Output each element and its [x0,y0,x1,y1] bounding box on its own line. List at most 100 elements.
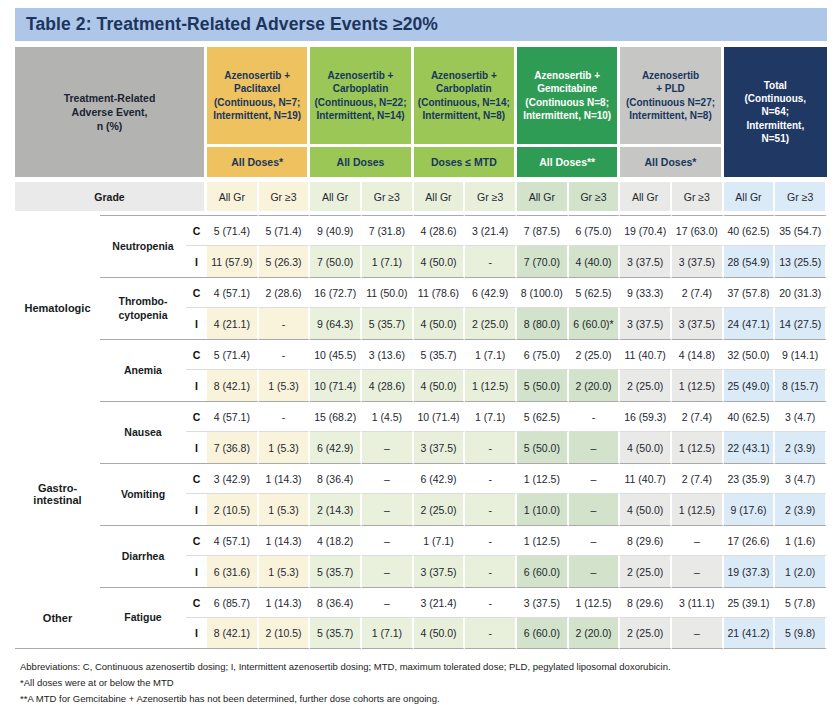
data-cell: 8 (36.4) [310,587,362,618]
data-cell: 6 (60.0) [517,618,569,649]
event-label: Fatigue [100,587,186,649]
event-label: Vomiting [100,463,186,525]
dosing-row-label-I: I [186,370,207,401]
data-cell: 2 (3.9) [775,494,827,525]
data-cell: 2 (25.0) [620,370,672,401]
data-cell: 15 (68.2) [310,401,362,432]
grade-col-header-gemcitabine-allgr: All Gr [517,182,567,211]
data-cell: 4 (28.6) [362,370,414,401]
data-cell: 8 (29.6) [620,587,672,618]
data-cell: 7 (36.8) [207,432,259,463]
dosing-row-label-I: I [186,432,207,463]
data-cell: - [465,246,517,277]
data-cell: 5 (62.5) [517,401,569,432]
footnote-double-asterisk: **A MTD for Gemcitabine + Azenosertib ha… [20,691,827,707]
data-cell: 37 (57.8) [724,277,776,308]
data-cell: 3 (37.5) [620,308,672,339]
dosing-row-label-C: C [186,215,207,246]
data-cell: 1 (12.5) [672,370,724,401]
data-cell: 1 (7.1) [465,339,517,370]
column-group-header-pld: Azenosertib + PLD (Continuous N=27; Inte… [620,47,720,144]
column-group-subheader-paclitaxel: All Doses* [207,147,307,177]
data-cell: 3 (4.7) [775,401,827,432]
data-cell: – [569,463,621,494]
grade-col-header-gemcitabine-gr3: Gr ≥3 [569,182,619,211]
data-cell: 2 (7.4) [672,463,724,494]
grade-col-header-total-gr3: Gr ≥3 [775,182,825,211]
column-group-header-gemcitabine: Azenosertib + Gemcitabine (Continuous N=… [517,47,617,144]
data-cell: 5 (26.3) [259,246,311,277]
dosing-row-label-I: I [186,618,207,649]
data-cell: - [465,618,517,649]
data-cell: - [259,339,311,370]
data-cell: 3 (37.5) [672,308,724,339]
data-cell: 4 (50.0) [414,246,466,277]
data-cell: – [362,494,414,525]
event-label: Diarrhea [100,525,186,587]
grade-col-header-total-allgr: All Gr [724,182,774,211]
data-cell: 3 (21.4) [465,215,517,246]
data-cell: 7 (31.8) [362,215,414,246]
data-cell: 8 (42.1) [207,618,259,649]
data-cell: 9 (17.6) [724,494,776,525]
data-cell: 1 (12.5) [672,432,724,463]
data-cell: 5 (7.8) [775,587,827,618]
data-cell: 2 (25.0) [569,339,621,370]
data-cell: 1 (5.3) [259,556,311,587]
page: Table 2: Treatment-Related Adverse Event… [0,0,840,726]
data-cell: 5 (35.7) [362,308,414,339]
grade-col-header-paclitaxel-allgr: All Gr [207,182,257,211]
column-group-header-carboplatin-all: Azenosertib + Carboplatin (Continuous, N… [310,47,410,144]
column-group-subheader-pld: All Doses* [620,147,720,177]
data-cell: 19 (70.4) [620,215,672,246]
category-label: Gastro- intestinal [15,401,100,587]
dosing-row-label-C: C [186,463,207,494]
data-cell: 3 (37.5) [517,587,569,618]
data-cell: 2 (14.3) [310,494,362,525]
data-cell: 3 (21.4) [414,587,466,618]
data-cell: 6 (60.0)* [569,308,621,339]
data-cell: - [465,587,517,618]
data-cell: 3 (4.7) [775,463,827,494]
data-cell: 2 (25.0) [620,556,672,587]
dosing-row-label-I: I [186,246,207,277]
data-cell: 1 (5.3) [259,494,311,525]
data-cell: – [569,525,621,556]
dosing-row-label-I: I [186,556,207,587]
table-title: Table 2: Treatment-Related Adverse Event… [26,14,438,35]
data-cell: 1 (14.3) [259,587,311,618]
data-cell: 16 (72.7) [310,277,362,308]
data-cell: 40 (62.5) [724,401,776,432]
data-cell: 1 (7.1) [414,525,466,556]
data-cell: 6 (60.0) [517,556,569,587]
grade-col-header-carboplatin-all-allgr: All Gr [310,182,360,211]
data-cell: 11 (78.6) [414,277,466,308]
data-cell: 40 (62.5) [724,215,776,246]
column-group-subheader-gemcitabine: All Doses** [517,147,617,177]
data-cell: 7 (87.5) [517,215,569,246]
data-cell: 24 (47.1) [724,308,776,339]
data-cell: – [362,525,414,556]
data-cell: 21 (41.2) [724,618,776,649]
data-cell: 4 (50.0) [414,308,466,339]
data-cell: 8 (15.7) [775,370,827,401]
grade-col-header-pld-allgr: All Gr [620,182,670,211]
data-cell: 2 (10.5) [259,618,311,649]
data-cell: 6 (31.6) [207,556,259,587]
data-cell: 10 (45.5) [310,339,362,370]
data-cell: 2 (25.0) [465,308,517,339]
data-cell: 6 (85.7) [207,587,259,618]
data-cell: 4 (57.1) [207,525,259,556]
data-cell: 5 (62.5) [569,277,621,308]
data-cell: 7 (70.0) [517,246,569,277]
data-cell: 5 (9.8) [775,618,827,649]
data-cell: 2 (3.9) [775,432,827,463]
dosing-row-label-I: I [186,494,207,525]
data-cell: 5 (35.7) [414,339,466,370]
data-cell: 4 (50.0) [414,370,466,401]
data-cell: 1 (1.6) [775,525,827,556]
data-cell: 3 (37.5) [620,246,672,277]
data-cell: 11 (57.9) [207,246,259,277]
data-cell: 22 (43.1) [724,432,776,463]
data-cell: - [465,432,517,463]
